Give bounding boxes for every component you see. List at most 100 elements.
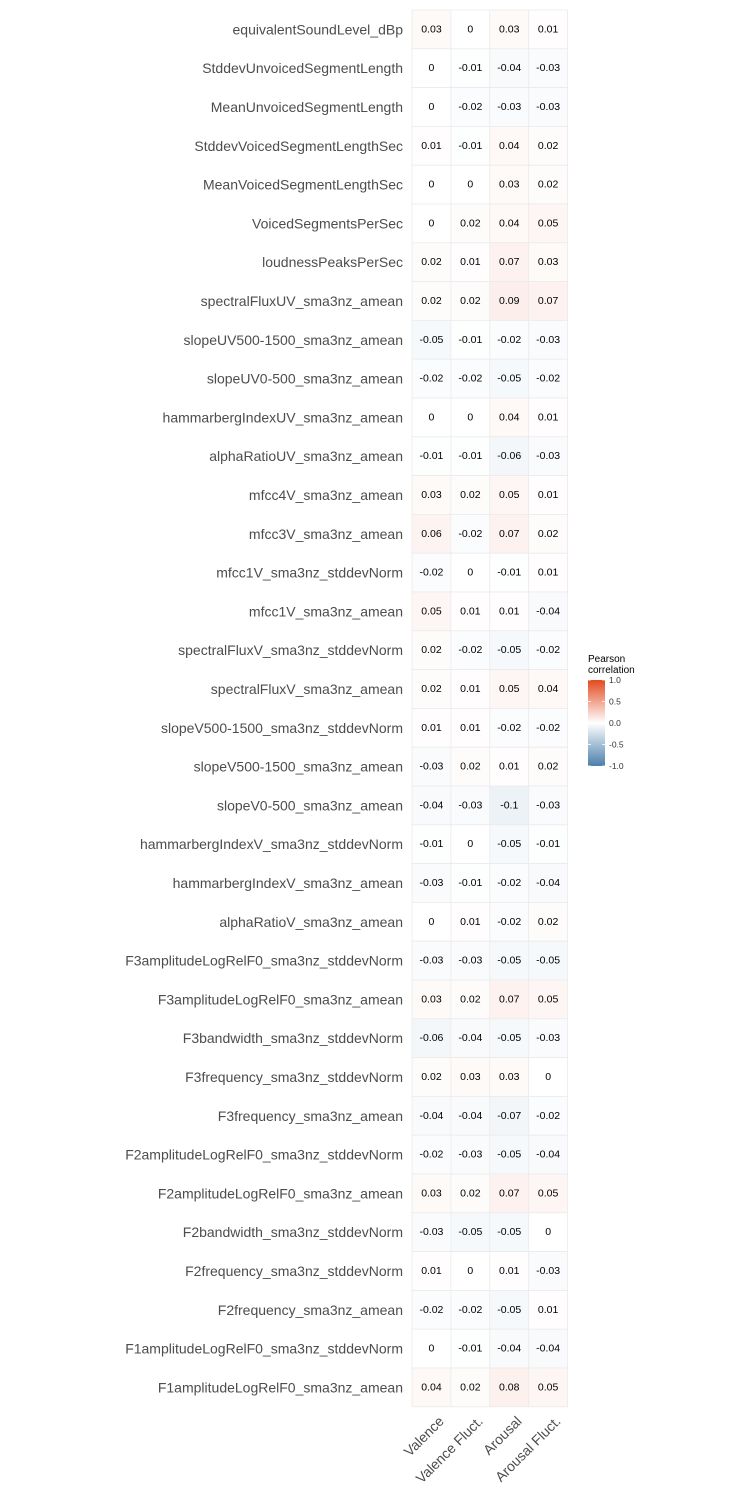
cell-value-label: 0.01	[538, 1304, 559, 1316]
cell-value-label: -0.04	[458, 1110, 482, 1122]
heatmap-cell	[450, 514, 491, 554]
legend-tick-label: -1.0	[609, 761, 624, 771]
cell-value-label: 0.02	[460, 217, 481, 229]
heatmap-cell	[528, 1251, 569, 1291]
cell-value-label: 0.02	[421, 295, 442, 307]
cell-value-label: -0.01	[458, 450, 482, 462]
heatmap-cell	[489, 979, 530, 1020]
legend-tick-label: 0.5	[609, 697, 621, 707]
heatmap-cell	[528, 475, 569, 515]
cell-value-label: 0.03	[538, 256, 559, 268]
heatmap-cell	[528, 242, 569, 283]
cell-value-label: 0	[545, 1071, 551, 1083]
row-label: slopeV500-1500_sma3nz_stddevNorm	[161, 720, 403, 736]
heatmap-cell	[411, 203, 452, 244]
row-label: F3amplitudeLogRelF0_sma3nz_stddevNorm	[125, 953, 403, 969]
heatmap-cell	[411, 785, 452, 826]
heatmap-cell	[528, 940, 569, 981]
cell-value-label: 0.01	[538, 23, 559, 35]
cell-value-label: 0.03	[499, 23, 520, 35]
row-label: F2frequency_sma3nz_amean	[218, 1302, 403, 1318]
cell-value-label: 0.01	[538, 489, 559, 501]
cell-value-label: 0	[467, 567, 473, 579]
cell-value-label: -0.01	[458, 1343, 482, 1355]
cell-value-label: -0.05	[497, 1304, 521, 1316]
cell-value-label: 0.02	[421, 644, 442, 656]
cell-value-label: 0	[429, 411, 435, 423]
heatmap-cell	[411, 1096, 452, 1136]
cell-value-label: 0	[467, 838, 473, 850]
cell-value-label: -0.05	[536, 955, 560, 967]
heatmap-cell	[528, 591, 569, 632]
cell-value-label: -0.03	[536, 799, 560, 811]
row-label: slopeUV0-500_sma3nz_amean	[207, 371, 403, 387]
row-label: mfcc1V_sma3nz_amean	[249, 603, 403, 619]
heatmap-cell	[411, 746, 452, 787]
row-label: spectralFluxUV_sma3nz_amean	[201, 293, 403, 309]
cell-value-label: 0.01	[421, 140, 442, 152]
cell-value-label: -0.05	[497, 955, 521, 967]
heatmap-cell	[528, 630, 569, 670]
cell-value-label: -0.03	[458, 955, 482, 967]
cell-value-label: 0.02	[538, 916, 559, 928]
heatmap-cell	[489, 281, 530, 321]
cell-value-label: 0.02	[421, 256, 442, 268]
heatmap-cell	[450, 1134, 491, 1175]
row-label: hammarbergIndexV_sma3nz_stddevNorm	[140, 836, 403, 852]
cell-value-label: 0.01	[499, 1265, 520, 1277]
cell-value-label: -0.02	[536, 644, 560, 656]
heatmap-cell	[411, 475, 452, 515]
heatmap-cell	[411, 1173, 452, 1214]
row-label: equivalentSoundLevel_dBp	[233, 21, 404, 37]
heatmap-cell	[528, 979, 569, 1020]
heatmap-cell	[489, 397, 530, 438]
heatmap-cell	[489, 785, 530, 826]
heatmap-cell	[489, 242, 530, 283]
cell-value-label: 0.02	[538, 761, 559, 773]
heatmap-cell	[489, 1173, 530, 1214]
cell-value-label: 0.02	[460, 1187, 481, 1199]
heatmap-cell	[489, 1096, 530, 1136]
cell-value-label: -0.04	[458, 1032, 482, 1044]
heatmap-cell	[528, 824, 569, 864]
cell-value-label: -0.05	[497, 838, 521, 850]
heatmap-cell	[528, 1057, 569, 1097]
heatmap-cell	[528, 902, 569, 942]
cell-value-label: -0.03	[536, 1265, 560, 1277]
heatmap-cell	[450, 1212, 491, 1253]
cell-value-label: 0.05	[499, 489, 520, 501]
heatmap-cell	[528, 397, 569, 438]
cell-value-label: -0.01	[536, 838, 560, 850]
heatmap-cell	[450, 708, 491, 748]
cell-value-label: 0.01	[460, 683, 481, 695]
cell-value-label: -0.02	[536, 722, 560, 734]
legend-tick-label: 1.0	[609, 675, 621, 685]
cell-value-label: -0.03	[458, 799, 482, 811]
heatmap-cell	[528, 785, 569, 826]
cell-value-label: -0.01	[458, 877, 482, 889]
heatmap-cell	[450, 87, 491, 127]
heatmap-cell	[489, 630, 530, 670]
cell-value-label: 0.08	[499, 1381, 520, 1393]
cell-value-label: 0.02	[460, 295, 481, 307]
heatmap-cell	[450, 1057, 491, 1097]
heatmap-cell	[528, 319, 569, 360]
cell-value-label: -0.06	[497, 450, 521, 462]
cell-value-label: 0.03	[421, 993, 442, 1005]
cell-value-label: -0.04	[497, 62, 521, 74]
cell-value-label: 0.01	[421, 1265, 442, 1277]
cell-value-label: 0.01	[538, 411, 559, 423]
cell-value-label: 0.02	[421, 1071, 442, 1083]
cell-value-label: 0	[467, 411, 473, 423]
heatmap-cell	[450, 785, 491, 826]
legend-title-line-1: Pearson	[588, 654, 625, 665]
cell-value-label: 0.01	[499, 761, 520, 773]
cell-value-label: 0.02	[460, 1381, 481, 1393]
row-label: F3bandwidth_sma3nz_stddevNorm	[183, 1030, 403, 1046]
cell-value-label: 0.03	[421, 489, 442, 501]
heatmap-cell	[450, 48, 491, 88]
heatmap-cell	[450, 126, 491, 166]
cell-value-label: 0.01	[538, 567, 559, 579]
heatmap-cell	[528, 203, 569, 244]
cell-value-label: -0.03	[419, 761, 443, 773]
